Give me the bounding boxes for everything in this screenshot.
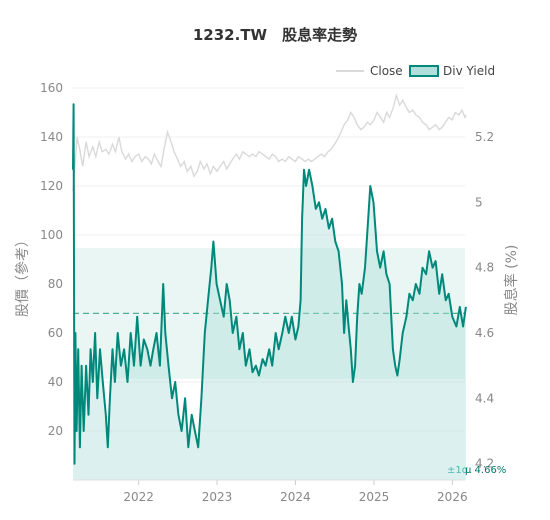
band-sigma-label: ±1σ <box>447 465 469 476</box>
legend-label-div-yield: Div Yield <box>443 64 495 78</box>
div-yield-area <box>73 104 466 481</box>
y-left-tick-label: 160 <box>40 81 63 95</box>
y-left-tick-label: 40 <box>48 375 63 389</box>
x-tick-label: 2026 <box>437 490 468 504</box>
y-left-tick-label: 20 <box>48 424 63 438</box>
x-tick-label: 2022 <box>123 490 154 504</box>
close-line <box>72 92 467 191</box>
y-right-tick-label: 4.4 <box>475 391 494 405</box>
legend: Close Div Yield <box>336 64 495 78</box>
y-left-tick-label: 60 <box>48 326 63 340</box>
y-left-tick-label: 100 <box>40 228 63 242</box>
y-right-axis-title: 股息率 (%) <box>503 245 520 316</box>
x-tick-label: 2024 <box>280 490 311 504</box>
band-mean-label: μ 4.66% <box>465 465 506 476</box>
band-annotation: ±1σ μ 4.66% <box>447 465 506 476</box>
y-left-tick-label: 140 <box>40 130 63 144</box>
legend-item-close[interactable]: Close <box>336 64 403 78</box>
y-right-tick-label: 4.6 <box>475 326 494 340</box>
series-layer <box>72 92 467 481</box>
y-right-tick-label: 5 <box>475 195 483 209</box>
axes: 20 40 60 80 100 120 140 160 4.2 4.4 4.6 4.8 5 5.2 2022… <box>40 81 494 504</box>
chart-title: 1232.TW 股息率走勢 <box>193 26 357 44</box>
div-yield-line <box>72 103 467 465</box>
x-tick-label: 2023 <box>202 490 233 504</box>
y-left-axis-title: 股價（參考） <box>14 233 31 317</box>
legend-label-close: Close <box>370 64 403 78</box>
y-left-tick-label: 120 <box>40 179 63 193</box>
y-right-tick-label: 5.2 <box>475 130 494 144</box>
y-right-tick-label: 4.2 <box>475 457 494 471</box>
legend-item-div-yield[interactable]: Div Yield <box>409 64 495 78</box>
y-right-tick-label: 4.8 <box>475 261 494 275</box>
y-left-tick-label: 80 <box>48 277 63 291</box>
x-tick-label: 2025 <box>359 490 390 504</box>
